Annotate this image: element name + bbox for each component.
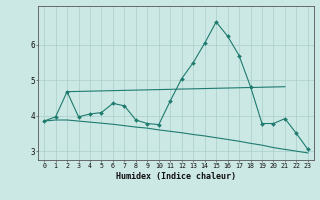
X-axis label: Humidex (Indice chaleur): Humidex (Indice chaleur) <box>116 172 236 181</box>
